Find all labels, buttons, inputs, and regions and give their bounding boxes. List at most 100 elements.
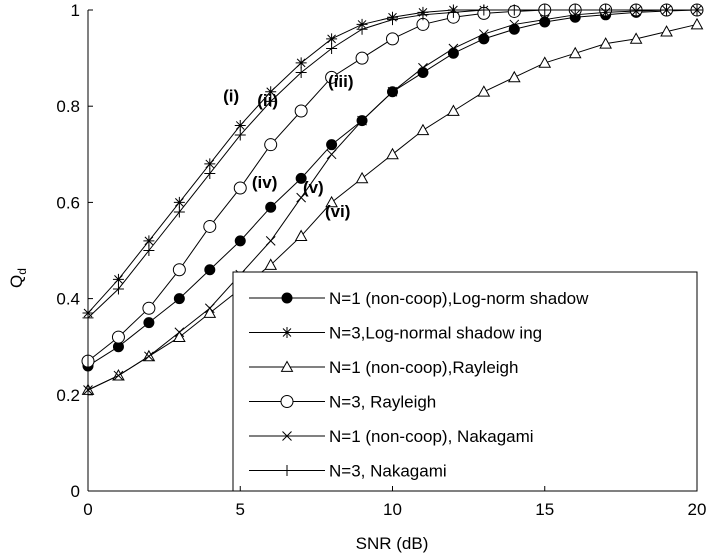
- data-point: [234, 119, 246, 131]
- data-point: [174, 327, 185, 338]
- curve-annotation: (vi): [325, 202, 351, 221]
- legend-entry: N=3, Rayleigh: [249, 393, 436, 412]
- legend-marker: [282, 431, 292, 441]
- data-point: [386, 147, 399, 160]
- data-point: [448, 43, 459, 54]
- data-point: [478, 29, 489, 39]
- y-tick-label: 1: [71, 1, 80, 20]
- annotations-layer: (i) (ii) (iii) (iv) (v)(vi): [223, 72, 353, 221]
- data-point: [233, 181, 247, 195]
- data-point: [539, 14, 550, 25]
- legend-marker: [280, 395, 294, 408]
- data-point: [234, 129, 246, 141]
- legend-label: N=3,Log-normal shadow ing: [329, 324, 542, 343]
- data-point: [477, 85, 491, 97]
- data-point: [111, 330, 125, 344]
- x-tick-label: 5: [236, 500, 245, 519]
- legend-box: [232, 271, 698, 492]
- curve-annotation: (iv): [252, 173, 278, 192]
- data-point: [509, 19, 520, 30]
- data-point: [326, 42, 338, 54]
- curve-annotation: (v): [303, 178, 324, 197]
- data-point: [264, 138, 278, 152]
- data-point: [203, 219, 217, 233]
- data-point: [661, 4, 673, 16]
- data-point: [326, 139, 338, 151]
- data-point: [295, 172, 307, 184]
- data-point: [265, 201, 277, 213]
- data-point: [691, 4, 703, 16]
- data-point: [265, 86, 277, 98]
- data-point: [325, 70, 339, 84]
- data-point: [204, 158, 216, 170]
- y-tick-label: 0.4: [56, 290, 80, 309]
- data-point: [568, 46, 582, 59]
- data-point: [416, 123, 430, 136]
- legend-marker: [281, 292, 293, 304]
- curve-annotation: (ii): [257, 91, 278, 110]
- data-point: [296, 192, 307, 203]
- data-point: [144, 351, 154, 362]
- data-point: [204, 264, 216, 276]
- x-axis-label: SNR (dB): [356, 534, 429, 553]
- data-point: [294, 104, 308, 118]
- data-point: [173, 206, 185, 218]
- x-tick-label: 15: [535, 500, 554, 519]
- data-point: [326, 33, 338, 45]
- series-5: [83, 5, 702, 395]
- data-point: [357, 115, 367, 126]
- data-point: [539, 16, 551, 28]
- y-tick-label: 0.6: [56, 193, 80, 212]
- data-point: [172, 263, 186, 277]
- y-axis-label: Qd: [7, 268, 29, 288]
- data-point: [660, 25, 673, 37]
- data-point: [507, 70, 521, 83]
- data-point: [690, 17, 704, 30]
- data-point: [326, 149, 337, 160]
- legend-label: N=1 (non-coop),Log-norm shadow: [329, 289, 589, 308]
- legend-label: N=3, Rayleigh: [329, 393, 436, 412]
- data-point: [417, 9, 429, 21]
- data-point: [142, 301, 156, 315]
- data-point: [356, 23, 368, 35]
- data-point: [112, 273, 124, 285]
- data-point: [204, 168, 216, 180]
- data-point: [447, 104, 460, 116]
- ticks-layer: 0 5 10 15 20 0 0.2 0.4 0.6 0.8 1: [56, 1, 706, 519]
- data-point: [203, 306, 217, 318]
- series-3: [81, 17, 704, 395]
- data-point: [143, 235, 155, 247]
- curves-layer: [81, 3, 704, 395]
- data-point: [386, 32, 399, 46]
- legend-label: N=1 (non-coop), Nakagami: [329, 427, 534, 446]
- legend-marker: [281, 327, 293, 338]
- x-tick-label: 20: [688, 500, 707, 519]
- x-tick-label: 10: [383, 500, 402, 519]
- data-point: [355, 51, 369, 65]
- data-point: [173, 293, 185, 305]
- data-point: [508, 4, 520, 16]
- legend-entry: N=1 (non-coop), Nakagami: [249, 427, 534, 446]
- data-point: [387, 86, 398, 97]
- legend-entry: N=1 (non-coop),Log-norm shadow: [249, 289, 589, 308]
- data-point: [112, 283, 124, 295]
- legend-marker: [281, 465, 293, 476]
- data-point: [265, 236, 276, 246]
- data-point: [294, 229, 308, 241]
- data-point: [143, 245, 155, 256]
- data-point: [418, 62, 428, 73]
- data-point: [599, 37, 612, 49]
- data-point: [295, 57, 307, 69]
- legend-marker: [280, 360, 294, 372]
- y-tick-label: 0.2: [56, 386, 80, 405]
- data-point: [447, 47, 459, 59]
- data-point: [629, 32, 643, 44]
- legend-label: N=1 (non-coop),Rayleigh: [329, 358, 518, 377]
- y-axis-label-main: Q: [7, 275, 26, 288]
- data-point: [447, 6, 459, 18]
- data-point: [113, 370, 124, 381]
- data-point: [417, 67, 429, 79]
- data-point: [204, 303, 215, 314]
- x-tick-label: 0: [83, 500, 92, 519]
